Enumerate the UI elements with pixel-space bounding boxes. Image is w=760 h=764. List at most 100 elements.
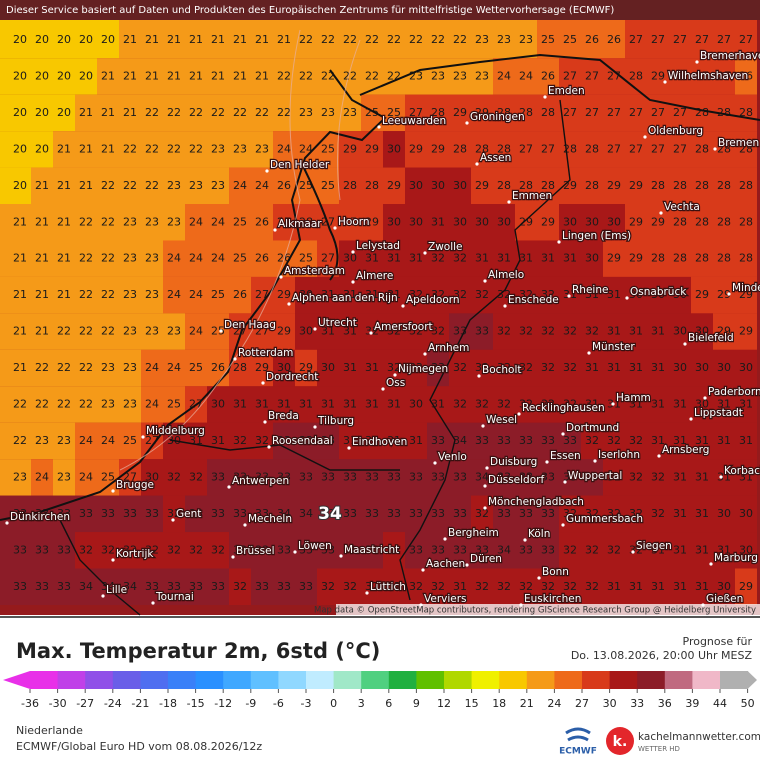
temperature-value: 23: [101, 361, 115, 374]
city-dot: [475, 162, 479, 166]
temperature-cell: [669, 422, 691, 460]
temperature-cell: [207, 276, 229, 314]
city-dot: [231, 555, 235, 559]
temperature-value: 25: [299, 179, 313, 192]
temperature-value: 25: [123, 434, 137, 447]
temperature-cell: [383, 459, 405, 496]
city-dot: [381, 387, 385, 391]
temperature-cell: [229, 204, 251, 241]
temperature-cell: [53, 532, 75, 569]
temperature-value: 29: [475, 179, 489, 192]
temperature-value: 33: [299, 470, 313, 483]
temperature-cell: [383, 240, 405, 277]
isotherms: [119, 29, 361, 471]
temperature-value: 28: [673, 252, 687, 265]
city-label: Verviers: [424, 593, 467, 605]
temperature-value: 31: [343, 288, 357, 301]
temperature-cell: [647, 131, 669, 168]
temperature-value: 27: [695, 33, 709, 46]
temperature-value: 32: [563, 543, 577, 556]
temperature-value: 21: [79, 142, 93, 155]
temperature-value: 27: [123, 470, 137, 483]
temperature-value: 30: [409, 398, 423, 411]
temperature-cell: [251, 94, 273, 132]
temperature-value: 30: [453, 215, 467, 228]
temperature-cell: [229, 240, 251, 277]
temperature-cell: [119, 94, 141, 132]
city-dot: [507, 200, 511, 204]
temperature-cell: [53, 240, 75, 277]
ecmwf-logo: ECMWF: [559, 747, 597, 757]
temperature-value: 26: [739, 69, 753, 82]
temperature-cell: [427, 532, 449, 569]
temperature-cell: [317, 313, 339, 350]
temperature-value: 32: [387, 580, 401, 593]
temperature-value: 21: [233, 69, 247, 82]
temperature-value: 22: [13, 434, 27, 447]
city-label: Oss: [386, 377, 405, 389]
temperature-value: 30: [475, 215, 489, 228]
colorbar-segment: [140, 671, 169, 689]
temperature-cell: [295, 532, 317, 569]
temperature-cell: [515, 167, 537, 205]
temperature-value: 30: [299, 288, 313, 301]
temperature-cell: [515, 131, 537, 168]
temperature-value: 22: [101, 325, 115, 338]
temperature-cell: [141, 349, 163, 387]
temperature-value: 33: [57, 507, 71, 520]
city-label: Wilhelmshaven: [668, 70, 748, 82]
temperature-cell: [449, 58, 471, 95]
temperature-value: 21: [145, 33, 159, 46]
temperature-value: 31: [651, 398, 665, 411]
temperature-cell: [515, 204, 537, 241]
temperature-value: 33: [321, 434, 335, 447]
temperature-cell: [97, 167, 119, 205]
city-label: Brüssel: [236, 545, 275, 557]
temperature-cell: [383, 20, 405, 59]
colorbar-tick-label: -21: [131, 697, 149, 710]
temperature-cell: [559, 568, 581, 605]
temperature-cell: [141, 532, 163, 569]
colorbar-segment: [168, 671, 197, 689]
city-label: Mönchengladbach: [488, 496, 584, 508]
temperature-value: 32: [519, 325, 533, 338]
temperature-value: 27: [541, 142, 555, 155]
temperature-cell: [515, 276, 537, 314]
city-label: Wuppertal: [568, 470, 622, 482]
temperature-cell: [735, 204, 757, 241]
temperature-cell: [75, 167, 97, 205]
temperature-cell: [75, 422, 97, 460]
temperature-value: 28: [673, 179, 687, 192]
temperature-value: 32: [519, 288, 533, 301]
temperature-cell: [691, 459, 713, 496]
temperature-value: 32: [607, 507, 621, 520]
site-sub: WETTER HD: [638, 745, 680, 753]
temperature-value: 30: [585, 252, 599, 265]
temperature-value: 30: [211, 398, 225, 411]
temperature-cell: [251, 20, 273, 59]
temperature-value: 22: [123, 179, 137, 192]
colorbar-segment: [582, 671, 611, 689]
temperature-value: 32: [497, 325, 511, 338]
temperature-cell: [207, 495, 229, 533]
temperature-cell: [493, 94, 515, 132]
temperature-cell: [207, 167, 229, 205]
temperature-cell: [647, 240, 669, 277]
temperature-value: 30: [563, 215, 577, 228]
temperature-cell: [251, 422, 273, 460]
temperature-value: 33: [211, 507, 225, 520]
temperature-cell: [537, 20, 559, 59]
temperature-value: 33: [211, 470, 225, 483]
temperature-cell: [405, 167, 427, 205]
city-label: Middelburg: [146, 425, 205, 437]
temperature-cell: [0, 532, 31, 569]
city-label: Bonn: [542, 566, 569, 578]
temperature-cell: [427, 313, 449, 350]
temperature-value: 20: [35, 106, 49, 119]
temperature-value: 32: [585, 543, 599, 556]
temperature-value: 23: [299, 106, 313, 119]
temperature-value: 31: [673, 398, 687, 411]
temperature-cell: [31, 204, 53, 241]
colorbar-tick-label: 44: [713, 697, 727, 710]
